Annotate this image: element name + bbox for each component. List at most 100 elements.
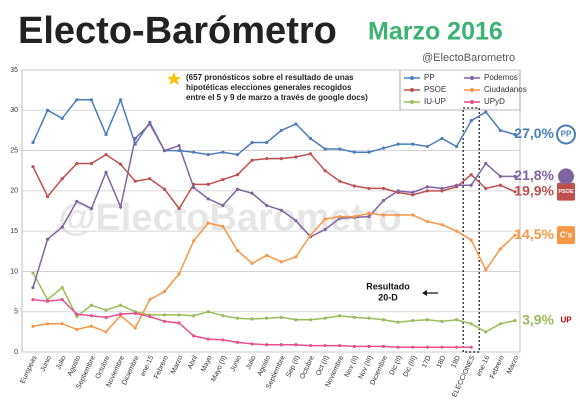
- legend-marker: [470, 76, 474, 80]
- point: [75, 161, 79, 166]
- point: [60, 285, 64, 290]
- point: [177, 272, 181, 276]
- point: [513, 190, 517, 194]
- point: [381, 213, 386, 217]
- point: [425, 318, 429, 322]
- point: [308, 152, 313, 156]
- point: [352, 315, 356, 319]
- point: [381, 344, 386, 348]
- point: [425, 144, 429, 149]
- point: [484, 186, 488, 191]
- point: [352, 184, 356, 188]
- logo: [557, 311, 575, 330]
- x-tick-label: 19D: [450, 355, 462, 370]
- series-line: [32, 97, 516, 156]
- point: [425, 185, 429, 189]
- point: [104, 315, 108, 319]
- point: [367, 150, 371, 154]
- end-label: 19,9%: [514, 182, 554, 198]
- point: [46, 108, 50, 112]
- point: [250, 317, 254, 321]
- point: [250, 191, 254, 195]
- point: [381, 186, 386, 191]
- point: [31, 271, 35, 275]
- point: [381, 146, 386, 150]
- point: [250, 261, 254, 265]
- point: [279, 128, 283, 133]
- point: [294, 343, 298, 347]
- point: [235, 316, 240, 320]
- point: [177, 313, 181, 317]
- point: [119, 312, 123, 316]
- point: [133, 136, 137, 141]
- point: [469, 322, 473, 326]
- point: [425, 219, 429, 224]
- point: [192, 150, 196, 154]
- point: [411, 213, 415, 217]
- point: [396, 189, 400, 193]
- point: [119, 98, 123, 102]
- point: [104, 153, 108, 157]
- legend-label: Podemos: [484, 73, 518, 82]
- point: [440, 319, 444, 323]
- point: [60, 298, 64, 302]
- point: [60, 225, 64, 229]
- point: [221, 224, 225, 228]
- point: [89, 303, 94, 307]
- point: [177, 144, 181, 148]
- series-line: [32, 272, 516, 333]
- point: [279, 315, 283, 319]
- point: [381, 318, 386, 322]
- point: [148, 314, 152, 319]
- point: [279, 208, 283, 212]
- point: [411, 142, 415, 146]
- point: [513, 318, 517, 323]
- point: [221, 338, 225, 342]
- point: [498, 247, 502, 251]
- chart-title: Electo-Barómetro: [18, 10, 337, 52]
- note: (657 pronósticos sobre el resultado de u…: [186, 73, 354, 82]
- point: [367, 215, 371, 219]
- point: [308, 318, 313, 322]
- point: [411, 193, 415, 197]
- point: [279, 260, 283, 264]
- election-box: [462, 107, 480, 353]
- point: [89, 206, 94, 211]
- point: [381, 198, 386, 203]
- point: [469, 173, 473, 177]
- point: [46, 299, 50, 303]
- point: [265, 316, 269, 320]
- legend-label: PP: [424, 73, 435, 82]
- x-tick-label: 17D: [421, 355, 433, 370]
- point: [338, 314, 342, 318]
- point: [46, 237, 50, 241]
- point: [235, 153, 240, 157]
- legend-label: UPyD: [484, 97, 505, 106]
- point: [104, 308, 108, 312]
- point: [323, 169, 327, 173]
- point: [440, 186, 444, 191]
- y-tick-label: 30: [10, 107, 18, 114]
- logo: [557, 182, 575, 201]
- y-tick-label: 35: [10, 67, 18, 74]
- point: [411, 318, 415, 323]
- point: [192, 186, 196, 190]
- point: [265, 140, 269, 145]
- point: [31, 285, 35, 290]
- point: [75, 199, 79, 203]
- point: [46, 322, 50, 326]
- point: [60, 322, 64, 326]
- point: [279, 343, 283, 347]
- point: [498, 322, 502, 326]
- x-tick-label: 18D: [436, 355, 448, 370]
- point: [89, 161, 94, 166]
- point: [177, 321, 181, 325]
- point: [498, 174, 502, 178]
- point: [265, 253, 269, 257]
- point: [323, 147, 327, 151]
- point: [75, 327, 79, 332]
- point: [323, 227, 327, 232]
- legend-marker: [410, 100, 414, 104]
- point: [396, 213, 400, 217]
- point: [265, 343, 269, 347]
